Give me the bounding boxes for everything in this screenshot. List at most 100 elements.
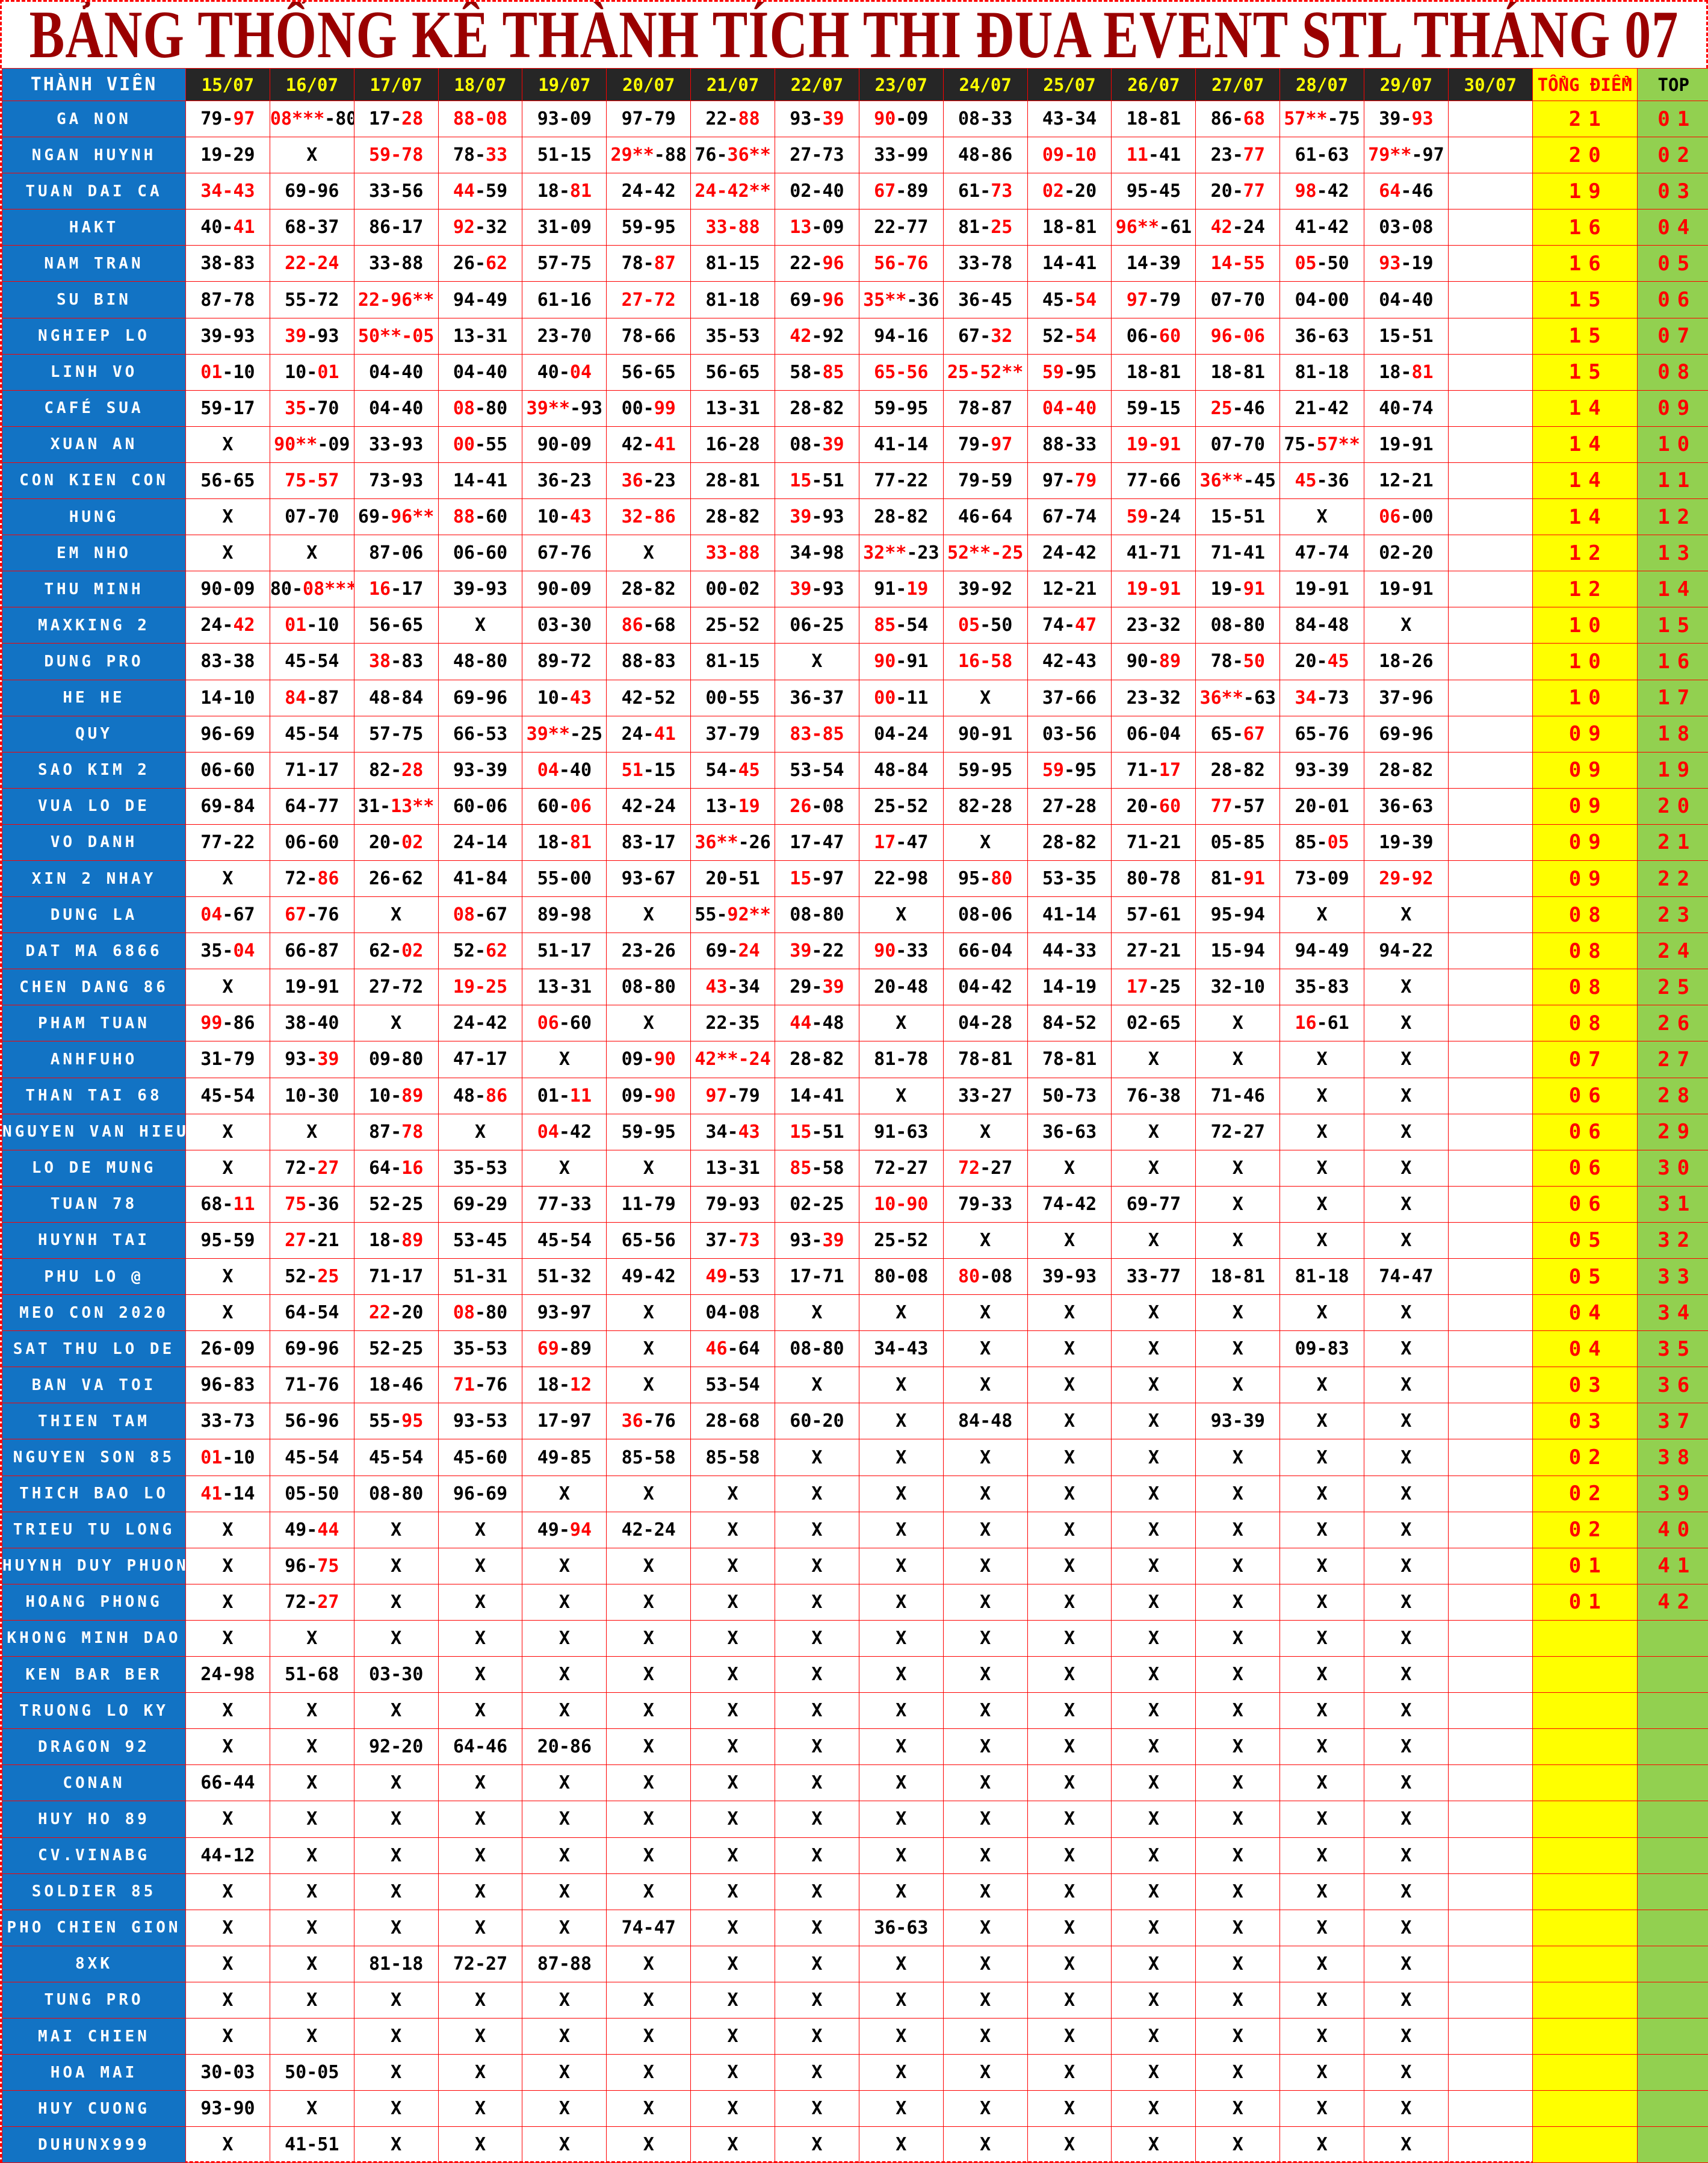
score-cell: X [1111, 1619, 1196, 1657]
score-cell: X [1279, 1149, 1365, 1187]
member-name: MAI CHIEN [2, 2017, 186, 2055]
score-cell: 69-84 [185, 787, 270, 825]
score-cell: 36-63 [1279, 317, 1365, 355]
score-cell: X [522, 1873, 607, 1910]
score-cell: 86-17 [353, 209, 439, 246]
score-cell: X [1111, 1294, 1196, 1332]
red-score-segment: 90 [874, 108, 896, 130]
score-cell: X [1364, 1403, 1449, 1440]
score-cell: X [690, 1656, 776, 1693]
score-cell: X [690, 2126, 776, 2163]
score-cell: 64-16 [353, 1149, 439, 1187]
red-score-segment: 99 [654, 397, 676, 419]
score-cell: 04-40 [1027, 389, 1112, 427]
score-cell: 84-52 [1027, 1005, 1112, 1042]
score-cell: X [353, 1764, 439, 1802]
member-row: MAI CHIEN X X X X X X X X X X X X X X X [2, 2017, 1708, 2055]
score-cell [1447, 1330, 1533, 1368]
score-cell: X [1279, 1619, 1365, 1657]
score-cell: 79-93 [690, 1185, 776, 1223]
total-points-cell: 14 [1532, 498, 1638, 536]
top-rank-cell: 39 [1636, 1475, 1708, 1512]
red-score-segment: 99 [200, 1013, 223, 1034]
score-cell: X [858, 1981, 944, 2019]
score-cell: 19-91 [269, 969, 354, 1006]
member-row: NAM TRAN 38-83 22-24 33-88 26-62 57-75 78-87 81… [2, 245, 1708, 282]
score-cell: 06-25 [775, 607, 859, 644]
member-name: XUAN AN [2, 426, 186, 463]
member-row: CV.VINABG 44-12 X X X X X X X X X X X X X X [2, 1837, 1708, 1874]
score-cell: 08***-80 [269, 100, 354, 138]
date-column-header-23-07: 23/07 [858, 68, 944, 101]
score-cell: 96-69 [185, 715, 270, 753]
score-cell: X [942, 1728, 1028, 1766]
score-cell: 34-43 [690, 1113, 776, 1150]
score-cell: 23-32 [1111, 679, 1196, 716]
score-cell: X [1364, 1547, 1449, 1584]
score-cell: X [775, 1728, 859, 1766]
member-row: TRUONG LO KY X X X X X X X X X X X X X X X [2, 1692, 1708, 1730]
score-cell: X [858, 1547, 944, 1584]
score-cell: X [858, 1583, 944, 1621]
score-cell: 52-62 [438, 933, 523, 970]
score-cell: 16-28 [690, 426, 776, 463]
red-score-segment: 93 [1411, 108, 1434, 130]
score-cell: 97-79 [690, 1077, 776, 1114]
score-cell: X [942, 1764, 1028, 1802]
score-cell: X [185, 1873, 270, 1910]
score-cell: X [858, 2090, 944, 2127]
score-cell: X [942, 2090, 1028, 2127]
score-cell: 26-08 [775, 787, 859, 825]
score-cell [1447, 1945, 1533, 1982]
score-cell: 87-88 [522, 1945, 607, 1982]
score-cell: 57**-75 [1279, 100, 1365, 138]
score-cell: 15-51 [1195, 498, 1281, 536]
score-cell: X [1111, 2126, 1196, 2163]
score-cell: 19-91 [1364, 571, 1449, 608]
score-cell: 54-45 [690, 751, 776, 789]
score-cell: X [185, 498, 270, 536]
score-cell: X [438, 1583, 523, 1621]
total-points-cell [1532, 1909, 1638, 1946]
red-score-segment: 49 [705, 1266, 728, 1288]
red-score-segment: 29** [610, 144, 654, 166]
score-cell: 67-32 [942, 317, 1028, 355]
score-cell: X [942, 2126, 1028, 2163]
red-score-segment: 33-88 [705, 542, 760, 564]
score-cell: X [269, 1837, 354, 1874]
score-cell: 51-32 [522, 1258, 607, 1296]
score-cell: 24-42 [438, 1005, 523, 1042]
red-score-segment: 67 [1243, 723, 1265, 745]
member-name: KHONG MINH DAO [2, 1619, 186, 1657]
score-cell: X [775, 2017, 859, 2055]
score-cell: X [1364, 969, 1449, 1006]
score-cell: X [858, 2126, 944, 2163]
member-name: HUNG [2, 498, 186, 536]
score-cell: X [1027, 1837, 1112, 1874]
score-cell: 20-86 [522, 1728, 607, 1766]
member-row: VO DANH 77-22 06-60 20-02 24-14 18-81 83-17 36*… [2, 824, 1708, 861]
score-cell [1447, 1656, 1533, 1693]
score-cell: X [942, 1619, 1028, 1657]
member-name: HUY HO 89 [2, 1801, 186, 1838]
red-score-segment: 92** [727, 904, 771, 926]
score-cell: 59-95 [606, 209, 692, 246]
red-score-segment: 10-90 [874, 1193, 929, 1215]
member-row: DUNG LA 04-67 67-76 X 08-67 89-98 X 55-92** 08-8… [2, 896, 1708, 934]
score-cell: 20-45 [1279, 643, 1365, 680]
red-score-segment: 01 [200, 1447, 223, 1468]
page-title-band: BẢNG THỐNG KÊ THÀNH TÍCH THI ĐUA EVENT S… [2, 2, 1706, 68]
score-cell: X [353, 1619, 439, 1657]
red-score-segment: 92 [453, 217, 475, 238]
score-cell: 75-57 [269, 462, 354, 500]
score-cell: 39-93 [775, 498, 859, 536]
member-row: HE HE 14-10 84-87 48-84 69-96 10-43 42-52 00-55… [2, 679, 1708, 716]
score-cell: 57-75 [353, 715, 439, 753]
total-points-cell [1532, 1728, 1638, 1766]
score-cell: 28-82 [1195, 751, 1281, 789]
score-cell: 88-83 [606, 643, 692, 680]
red-score-segment: 85 [790, 1157, 812, 1179]
score-cell: X [1279, 1403, 1365, 1440]
red-score-segment: 86 [317, 868, 339, 890]
date-column-header-17-07: 17/07 [353, 68, 439, 101]
